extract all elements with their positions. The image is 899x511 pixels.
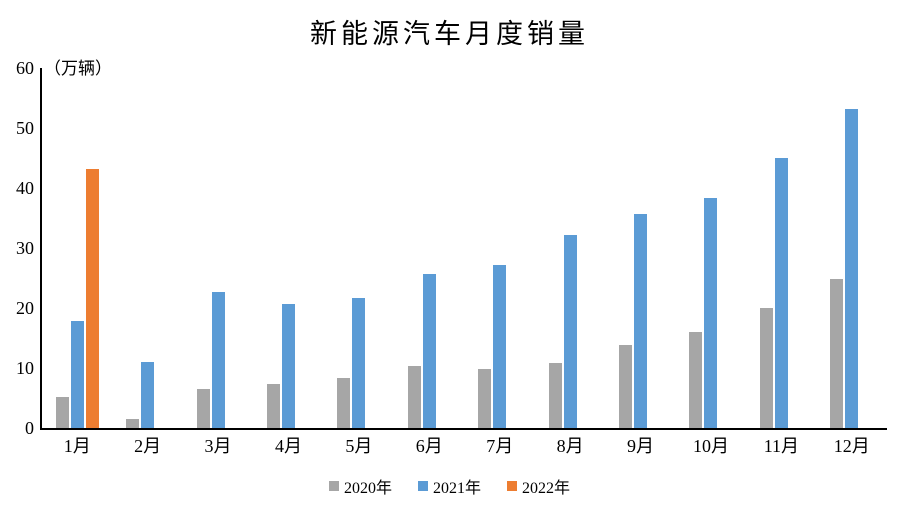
bar-2020年-9月 xyxy=(619,345,633,428)
bar-2021年-5月 xyxy=(352,297,366,428)
legend-label-2020年: 2020年 xyxy=(343,480,392,497)
bar-group-3 xyxy=(183,68,253,428)
y-axis-unit-label: （万辆） xyxy=(44,59,112,78)
bar-group-12 xyxy=(817,68,887,428)
x-tick-label-8月: 8月 xyxy=(556,436,584,456)
legend-item-2020年: 2020年 xyxy=(328,474,392,498)
bar-group-10 xyxy=(676,68,746,428)
y-tick-label-10: 10 xyxy=(16,358,34,378)
x-tick-label-12月: 12月 xyxy=(833,436,870,456)
bar-2021年-11月 xyxy=(774,158,788,428)
bar-group-1 xyxy=(42,68,112,428)
x-tick-label-4月: 4月 xyxy=(274,436,302,456)
legend-swatch-2021年 xyxy=(417,481,428,491)
x-tick-label-9月: 9月 xyxy=(627,436,655,456)
bar-2021年-6月 xyxy=(422,274,436,428)
bar-2021年-3月 xyxy=(211,292,225,428)
bar-2021年-2月 xyxy=(141,362,155,428)
y-tick-label-40: 40 xyxy=(16,178,34,198)
bar-group-6 xyxy=(394,68,464,428)
legend-label-2022年: 2022年 xyxy=(522,480,571,497)
bar-2020年-3月 xyxy=(196,389,210,428)
bar-2020年-12月 xyxy=(830,279,844,428)
y-tick-label-50: 50 xyxy=(16,118,34,138)
x-tick-label-2月: 2月 xyxy=(134,436,162,456)
plot-area: 0 10 20 30 40 50 60 1月 2月 3月 4月 5月 6月 7月 8月 9月 10月 11月 12月 xyxy=(16,58,887,456)
bar-group-9 xyxy=(605,68,675,428)
y-tick-label-60: 60 xyxy=(16,58,34,78)
bar-2021年-4月 xyxy=(281,304,295,428)
bar-group-8 xyxy=(535,68,605,428)
bar-2021年-8月 xyxy=(563,235,577,428)
x-tick-label-6月: 6月 xyxy=(415,436,443,456)
x-tick-label-7月: 7月 xyxy=(486,436,514,456)
legend-swatch-2020年 xyxy=(328,481,339,491)
bar-2020年-8月 xyxy=(548,362,562,428)
legend-item-2021年: 2021年 xyxy=(417,474,481,498)
y-tick-label-0: 0 xyxy=(25,418,34,438)
bar-group-2 xyxy=(112,68,182,428)
bar-2020年-2月 xyxy=(126,419,140,428)
bar-2021年-7月 xyxy=(493,265,507,428)
bar-2021年-1月 xyxy=(70,320,84,428)
legend: 2020年 2021年 2022年 xyxy=(0,474,899,498)
chart-title: 新能源汽车月度销量 xyxy=(310,19,589,49)
bar-2021年-10月 xyxy=(704,198,718,428)
bar-2020年-7月 xyxy=(478,369,492,428)
y-tick-label-20: 20 xyxy=(16,298,34,318)
legend-swatch-2022年 xyxy=(507,481,517,491)
bar-2020年-11月 xyxy=(759,308,773,428)
x-tick-label-1月: 1月 xyxy=(63,436,91,456)
bar-2020年-1月 xyxy=(55,396,69,428)
bar-2021年-12月 xyxy=(845,109,859,428)
bar-2022年-1月 xyxy=(85,169,99,428)
bar-2021年-9月 xyxy=(634,213,648,428)
x-tick-label-11月: 11月 xyxy=(763,436,800,456)
legend-item-2022年: 2022年 xyxy=(507,474,570,498)
x-tick-label-3月: 3月 xyxy=(204,436,232,456)
x-tick-label-5月: 5月 xyxy=(345,436,373,456)
bar-group-5 xyxy=(324,68,394,428)
bar-2020年-10月 xyxy=(689,332,703,428)
bar-group-11 xyxy=(746,68,816,428)
bar-group-4 xyxy=(253,68,323,428)
legend-label-2021年: 2021年 xyxy=(432,480,481,497)
bar-group-7 xyxy=(465,68,535,428)
y-tick-label-30: 30 xyxy=(16,238,34,258)
bar-2020年-4月 xyxy=(266,383,280,428)
bar-2020年-6月 xyxy=(407,365,421,428)
x-tick-label-10月: 10月 xyxy=(692,436,729,456)
bar-2020年-5月 xyxy=(337,378,351,428)
